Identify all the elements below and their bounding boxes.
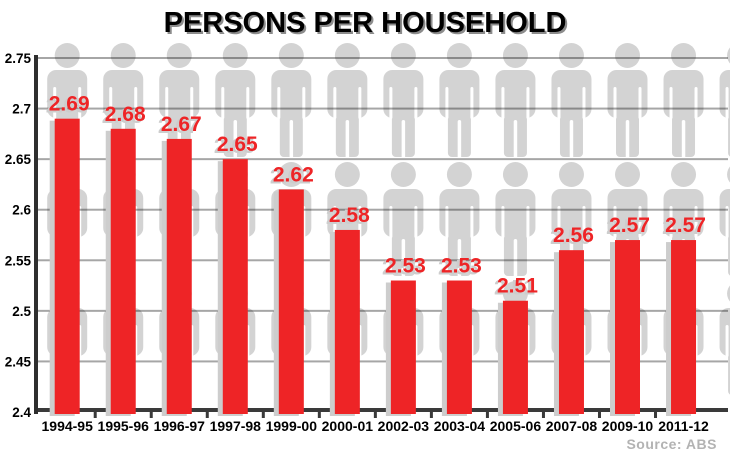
bar-value-label: 2.57 bbox=[609, 214, 650, 237]
bar-value-shadow: 2.53 bbox=[382, 257, 423, 280]
bar-value-shadow: 2.67 bbox=[158, 115, 199, 138]
gridline bbox=[36, 208, 728, 211]
bar-value-shadow: 2.51 bbox=[494, 277, 535, 300]
bar bbox=[671, 240, 697, 414]
bar-value-shadow: 2.62 bbox=[270, 165, 311, 188]
y-tick-label: 2.7 bbox=[12, 102, 31, 117]
x-tick-label: 1995-96 bbox=[98, 418, 150, 434]
gridline bbox=[36, 57, 728, 59]
bar bbox=[166, 138, 192, 414]
person-icon bbox=[607, 43, 648, 159]
bar-value-label: 2.68 bbox=[105, 103, 146, 126]
y-tick-label: 2.6 bbox=[12, 203, 31, 218]
person-icon bbox=[607, 162, 648, 278]
x-tick-label: 1994-95 bbox=[42, 418, 94, 434]
gridline bbox=[36, 259, 728, 262]
bar bbox=[502, 300, 528, 414]
y-tick-label: 2.55 bbox=[5, 253, 32, 268]
x-tick-label: 1996-97 bbox=[154, 418, 206, 434]
x-tick-label: 2011-12 bbox=[658, 418, 709, 434]
y-tick-label: 2.65 bbox=[5, 152, 32, 167]
person-icon bbox=[271, 43, 312, 159]
bar-value-label: 2.57 bbox=[665, 214, 706, 237]
bar-value-label: 2.51 bbox=[497, 275, 538, 298]
source-label: Source: ABS bbox=[626, 436, 717, 452]
bar-value-label: 2.69 bbox=[49, 93, 90, 116]
bar bbox=[390, 280, 416, 414]
axis-tick bbox=[205, 412, 209, 418]
person-icon bbox=[663, 43, 704, 159]
bar bbox=[222, 159, 248, 414]
person-icon bbox=[551, 43, 592, 159]
x-tick-label: 2009-10 bbox=[602, 418, 654, 434]
bar bbox=[54, 118, 80, 414]
bar-value-shadow: 2.57 bbox=[606, 216, 647, 239]
bar-value-shadow: 2.65 bbox=[214, 135, 255, 158]
bar-value-label: 2.53 bbox=[441, 255, 482, 278]
person-icon bbox=[719, 47, 730, 157]
person-icon bbox=[159, 43, 200, 159]
bar-value-label: 2.62 bbox=[273, 163, 314, 186]
bar bbox=[278, 189, 304, 414]
axis-tick bbox=[373, 412, 377, 418]
bar-value-label: 2.67 bbox=[161, 113, 202, 136]
bar-value-label: 2.56 bbox=[553, 224, 594, 247]
bar bbox=[615, 240, 640, 414]
y-tick-label: 2.75 bbox=[5, 51, 32, 66]
x-tick-label: 2002-03 bbox=[378, 418, 430, 434]
bar-value-shadow: 2.56 bbox=[550, 226, 591, 249]
person-icon bbox=[327, 43, 368, 159]
y-axis bbox=[34, 55, 38, 414]
person-icon bbox=[719, 166, 730, 276]
chart-title: PERSONS PER HOUSEHOLD bbox=[163, 7, 567, 39]
bar bbox=[110, 128, 136, 415]
axis-tick bbox=[597, 412, 601, 418]
bar-value-shadow: 2.57 bbox=[662, 216, 703, 239]
person-icon bbox=[383, 43, 424, 159]
bar-value-shadow: 2.58 bbox=[326, 206, 367, 229]
x-tick-label: 2003-04 bbox=[434, 418, 486, 434]
x-tick-label: 1997-98 bbox=[210, 418, 262, 434]
y-tick-label: 2.45 bbox=[5, 354, 32, 369]
bar-value-label: 2.53 bbox=[385, 255, 426, 278]
bar bbox=[334, 229, 360, 414]
y-tick-label: 2.5 bbox=[12, 304, 31, 319]
bar-value-label: 2.58 bbox=[329, 204, 370, 227]
gridline bbox=[36, 158, 728, 161]
axis-tick bbox=[149, 412, 153, 418]
x-tick-label: 2000-01 bbox=[322, 418, 374, 434]
bar-value-shadow: 2.53 bbox=[438, 257, 479, 280]
y-tick-label: 2.4 bbox=[12, 405, 31, 420]
person-icon bbox=[495, 43, 536, 159]
axis-tick bbox=[261, 412, 265, 418]
bar-value-shadow: 2.68 bbox=[102, 105, 143, 128]
bar bbox=[446, 280, 472, 414]
axis-tick bbox=[317, 412, 321, 418]
gridline bbox=[36, 107, 728, 110]
person-icon bbox=[439, 43, 480, 159]
axis-tick bbox=[541, 412, 545, 418]
person-icon bbox=[719, 285, 730, 395]
person-icon bbox=[439, 162, 480, 278]
gridline bbox=[36, 360, 728, 363]
x-tick-label: 2007-08 bbox=[546, 418, 598, 434]
axis-tick bbox=[654, 412, 658, 418]
x-tick-label: 1999-00 bbox=[266, 418, 318, 434]
person-icon bbox=[383, 162, 424, 278]
x-axis bbox=[36, 408, 728, 412]
axis-tick bbox=[485, 412, 489, 418]
x-tick-label: 2005-06 bbox=[490, 418, 542, 434]
bar-value-label: 2.65 bbox=[217, 133, 258, 156]
axis-tick bbox=[93, 412, 97, 418]
bar bbox=[558, 250, 584, 414]
axis-tick bbox=[429, 412, 433, 418]
bar-value-shadow: 2.69 bbox=[46, 95, 87, 118]
gridline bbox=[36, 309, 728, 312]
person-icon bbox=[495, 162, 536, 278]
person-icon bbox=[215, 43, 256, 159]
